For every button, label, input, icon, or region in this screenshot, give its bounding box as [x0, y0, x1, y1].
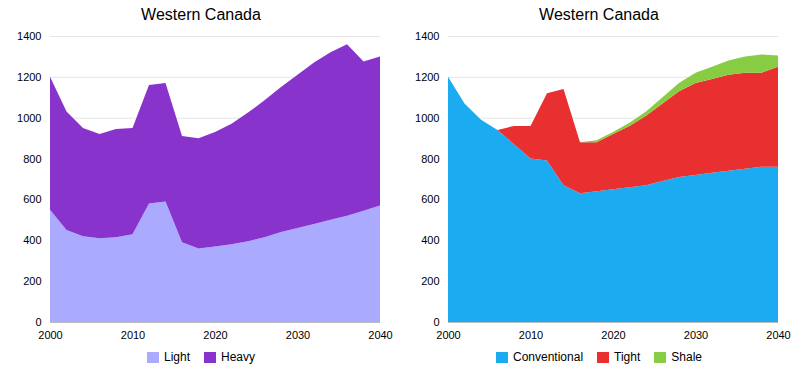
- svg-text:2040: 2040: [368, 329, 392, 341]
- html-text:Heavy: Heavy: [221, 350, 255, 364]
- svg-text:2030: 2030: [684, 329, 708, 341]
- svg-text:1200: 1200: [17, 71, 41, 83]
- svg-text:1400: 1400: [415, 30, 439, 42]
- html-text:Western Canada: Western Canada: [539, 6, 659, 23]
- html-text:Shale: Shale: [671, 350, 702, 364]
- html-text:Western Canada: Western Canada: [141, 6, 261, 23]
- svg-text:1000: 1000: [17, 112, 41, 124]
- svg-text:2000: 2000: [436, 329, 460, 341]
- svg-text:200: 200: [23, 275, 41, 287]
- html-text:Tight: Tight: [614, 350, 641, 364]
- svg-text:0: 0: [35, 316, 41, 328]
- svg-text:2020: 2020: [601, 329, 625, 341]
- svg-text:600: 600: [421, 193, 439, 205]
- svg-text:400: 400: [23, 234, 41, 246]
- html-text:Conventional: Conventional: [513, 350, 584, 364]
- svg-text:2040: 2040: [766, 329, 790, 341]
- svg-text:2020: 2020: [203, 329, 227, 341]
- svg-text:2010: 2010: [519, 329, 543, 341]
- svg-text:2030: 2030: [286, 329, 310, 341]
- svg-text:0: 0: [433, 316, 439, 328]
- svg-text:800: 800: [421, 153, 439, 165]
- svg-text:1200: 1200: [415, 71, 439, 83]
- svg-text:2000: 2000: [38, 329, 62, 341]
- svg-text:200: 200: [421, 275, 439, 287]
- html-text:Light: Light: [164, 350, 190, 364]
- svg-text:600: 600: [23, 193, 41, 205]
- svg-text:1400: 1400: [17, 30, 41, 42]
- svg-text:1000: 1000: [415, 112, 439, 124]
- svg-text:2010: 2010: [121, 329, 145, 341]
- svg-text:400: 400: [421, 234, 439, 246]
- svg-text:800: 800: [23, 153, 41, 165]
